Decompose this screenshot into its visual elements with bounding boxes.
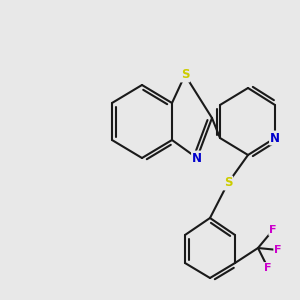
Text: F: F [264,263,272,273]
Text: N: N [192,152,202,164]
Text: N: N [270,131,280,145]
Text: F: F [274,245,282,255]
Text: S: S [181,68,189,82]
Text: F: F [269,225,277,235]
Text: S: S [224,176,232,190]
